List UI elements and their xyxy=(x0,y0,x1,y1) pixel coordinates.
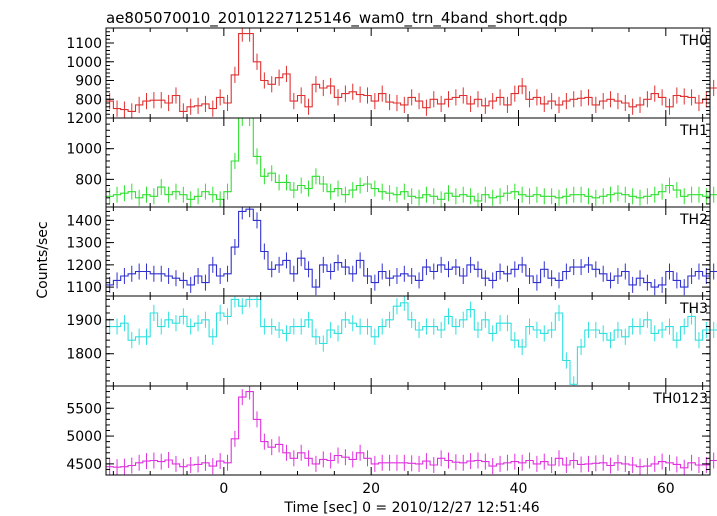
y-tick-label: 1000 xyxy=(66,55,102,71)
x-tick-label: 60 xyxy=(657,481,675,497)
y-tick-label: 1800 xyxy=(66,347,102,363)
series-th2 xyxy=(106,207,717,296)
y-tick-label: 1000 xyxy=(66,142,102,158)
x-tick-label: 40 xyxy=(510,481,528,497)
panel-label: TH1 xyxy=(679,123,708,139)
y-tick-label: 1400 xyxy=(66,213,102,229)
y-axis-label: Counts/sec xyxy=(35,221,51,298)
y-tick-label: 1200 xyxy=(66,258,102,274)
data-line xyxy=(106,33,717,112)
panel-frame xyxy=(105,206,711,297)
y-tick-label: 4500 xyxy=(66,457,102,473)
panel-th3: 1800 1900 TH3 xyxy=(66,295,717,387)
panel-label: TH0 xyxy=(679,33,708,49)
x-tick-label: 20 xyxy=(362,481,380,497)
panel-label: TH0123 xyxy=(652,391,708,407)
y-tick-label: 5500 xyxy=(66,401,102,417)
y-tick-label: 1900 xyxy=(66,313,102,329)
data-line xyxy=(106,117,717,202)
panel-th2: 1100 1200 1300 1400 TH2 xyxy=(66,206,717,297)
y-tick-label: 5000 xyxy=(66,429,102,445)
data-line xyxy=(106,208,717,288)
series-th0123 xyxy=(106,386,717,475)
panel-label: TH3 xyxy=(679,301,708,317)
series-th3 xyxy=(106,296,717,386)
series-th1 xyxy=(106,117,717,207)
y-tick-label: 800 xyxy=(75,172,102,188)
y-tick-label: 1200 xyxy=(66,111,102,127)
data-line xyxy=(106,391,717,469)
panel-th0123: 4500 5000 5500 TH0123 0 20 40 60 xyxy=(66,385,717,497)
series-th0 xyxy=(106,28,717,118)
figure-title: ae805070010_20101227125146_wam0_trn_4ban… xyxy=(106,9,568,28)
y-tick-label: 1100 xyxy=(66,36,102,52)
panel-label: TH2 xyxy=(679,212,708,228)
y-tick-label: 800 xyxy=(75,92,102,108)
y-tick-label: 1100 xyxy=(66,280,102,296)
y-tick-label: 900 xyxy=(75,74,102,90)
y-tick-label: 1300 xyxy=(66,236,102,252)
data-line xyxy=(106,298,717,385)
panel-th0: 800 900 1000 1100 TH0 xyxy=(66,27,717,119)
panel-frame xyxy=(105,385,711,476)
x-tick-label: 0 xyxy=(219,481,228,497)
panel-th1: 800 1000 1200 TH1 xyxy=(66,111,717,208)
x-axis-label: Time [sec] 0 = 2010/12/27 12:51:46 xyxy=(283,500,539,516)
